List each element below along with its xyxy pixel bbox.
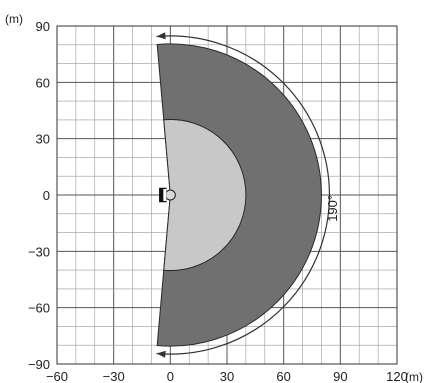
y-unit-label: (m) [5, 12, 23, 26]
y-tick-label: 0 [43, 188, 50, 203]
detection-fields [156, 43, 322, 347]
sensor-lens [164, 189, 176, 201]
plot-border [56, 25, 398, 365]
sensor-window [163, 189, 167, 201]
x-tick-label: 120 [386, 369, 408, 383]
x-tick-label: −60 [46, 369, 68, 383]
y-tick-label: 30 [36, 132, 50, 147]
y-tick-label: 60 [36, 75, 50, 90]
sensor-icon [159, 187, 176, 203]
x-tick-label: 90 [333, 369, 347, 383]
x-tick-label: 60 [276, 369, 290, 383]
y-tick-label: −90 [28, 357, 50, 372]
angle-dimension-arc [156, 35, 330, 355]
angle-arrowhead [156, 32, 166, 40]
x-tick-label: −30 [103, 369, 125, 383]
x-unit-label: (m) [405, 370, 423, 383]
plot-frame [56, 25, 398, 365]
angle-label: 190° [325, 195, 340, 222]
y-tick-label: 90 [36, 19, 50, 34]
angle-arrowhead [156, 350, 166, 358]
angle-dimension [156, 32, 330, 358]
y-tick-labels: 90 60 30 0 −30 −60 −90 [28, 19, 50, 372]
y-tick-label: −60 [28, 301, 50, 316]
x-tick-label: 30 [220, 369, 234, 383]
y-tick-label: −30 [28, 244, 50, 259]
x-tick-labels: −60 −30 0 30 60 90 120 [46, 369, 408, 383]
x-tick-label: 0 [167, 369, 174, 383]
inner-detection-field [163, 118, 247, 272]
